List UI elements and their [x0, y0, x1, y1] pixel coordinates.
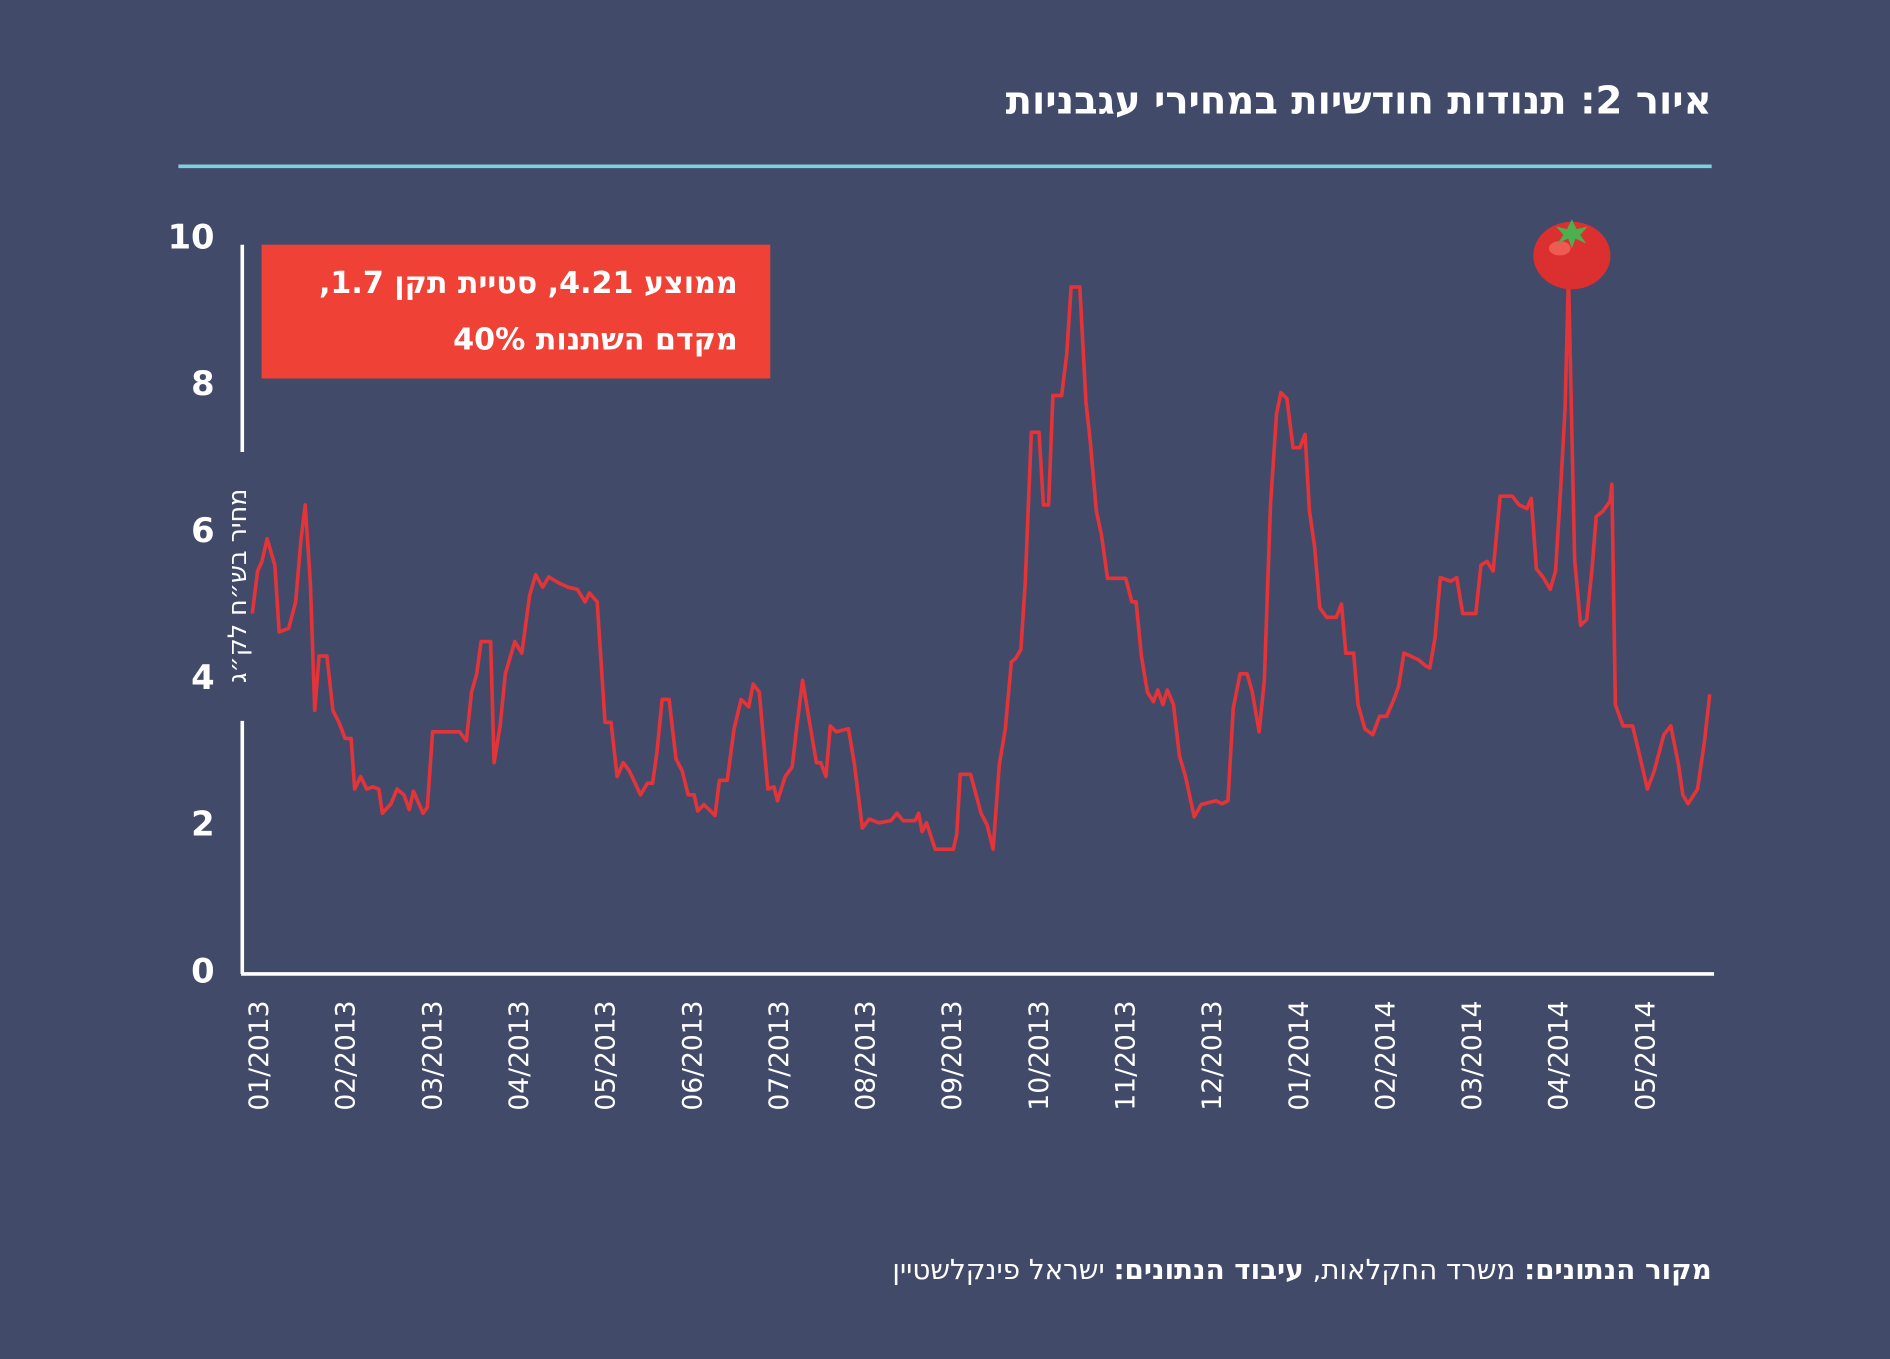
plot: 0 2 4 6 8 10 01/2013 02/2013 03/2013 04/2013 05/20… [168, 217, 1712, 1111]
x-tick-label: 04/2013 [504, 1000, 535, 1110]
y-tick-label: 6 [191, 511, 214, 550]
x-tick-label: 06/2013 [677, 1000, 708, 1110]
x-tick-label: 03/2014 [1457, 1000, 1488, 1110]
x-tick-label: 08/2013 [851, 1000, 882, 1110]
x-tick-label: 05/2014 [1630, 1000, 1661, 1110]
source: מקור הנתונים: משרד החקלאות, עיבוד הנתוני… [892, 1255, 1711, 1286]
x-tick-label: 05/2013 [591, 1000, 622, 1110]
y-tick-label: 2 [191, 805, 214, 844]
x-tick-label: 12/2013 [1197, 1000, 1228, 1110]
x-tick-label: 01/2013 [244, 1000, 275, 1110]
x-tick-label: 02/2014 [1370, 1000, 1401, 1110]
source-label: עיבוד הנתונים: [1113, 1254, 1304, 1287]
x-tick-label: 02/2013 [331, 1000, 362, 1110]
y-axis-label: מחיר בש״ח לק״ג [222, 488, 252, 683]
x-tick-label: 04/2014 [1544, 1000, 1575, 1110]
x-tick-label: 07/2013 [764, 1000, 795, 1110]
x-tick-label: 03/2013 [417, 1000, 448, 1110]
annotation: ממוצע 4.21, סטיית תקן 1.7, [318, 265, 738, 301]
annotation-box [261, 244, 771, 379]
x-tick-label: 01/2014 [1284, 1000, 1315, 1110]
chart-title: איור 2: תנודות חודשיות במחירי עגבניות [1005, 77, 1712, 123]
x-tick-label: 11/2013 [1111, 1000, 1142, 1110]
y-tick-label: 4 [191, 658, 214, 697]
annotation: מקדם השתנות 40% [453, 321, 738, 357]
source-label: מקור הנתונים: [1524, 1254, 1712, 1287]
source-text: ישראל פינקלשטיין [892, 1254, 1105, 1287]
x-tick-label: 10/2013 [1024, 1000, 1055, 1110]
y-tick-label: 8 [191, 364, 214, 403]
tomato-icon [1533, 219, 1611, 290]
x-tick-label: 09/2013 [937, 1000, 968, 1110]
source-text: משרד החקלאות, [1312, 1254, 1516, 1287]
price-line [250, 273, 1712, 852]
y-tick-label: 0 [191, 951, 214, 990]
y-tick-label: 10 [168, 217, 215, 256]
